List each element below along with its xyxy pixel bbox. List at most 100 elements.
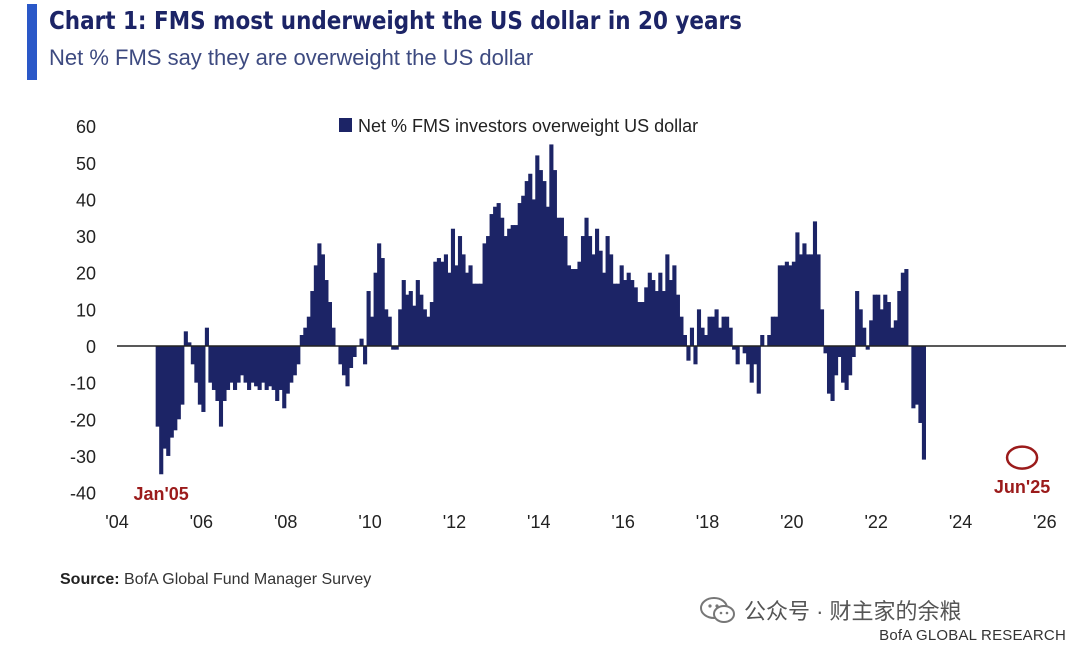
bar (573, 269, 579, 346)
bar (855, 291, 860, 346)
bar (345, 346, 350, 387)
bar (415, 280, 420, 346)
bar (876, 294, 881, 346)
bar (289, 346, 294, 383)
bar (890, 327, 895, 346)
bar (696, 309, 702, 346)
bar (900, 272, 905, 346)
bar (408, 291, 413, 346)
bar (429, 302, 434, 346)
watermark-text: 公众号 · 财主家的余粮 (744, 599, 962, 624)
bar (320, 254, 325, 347)
bar (918, 346, 923, 423)
bar (486, 236, 491, 346)
bar (201, 346, 206, 412)
bar (665, 254, 670, 347)
bar (644, 287, 649, 346)
bar (331, 327, 336, 346)
annotation-label-jun25: Jun'25 (994, 477, 1050, 497)
y-tick-label: 10 (76, 300, 96, 320)
bar (623, 280, 628, 346)
bar (735, 346, 740, 365)
x-tick-label: '12 (443, 512, 466, 532)
bar (647, 272, 652, 346)
bar (162, 346, 167, 449)
y-tick-label: 30 (76, 227, 96, 247)
bar (197, 346, 202, 405)
bar (215, 346, 220, 401)
footer-brand: BofA GLOBAL RESEARCH (879, 627, 1066, 644)
bar (405, 294, 410, 346)
bar (865, 346, 870, 350)
x-axis: '04 '06 '08 '10 '12 '14 '16 '18 '20 '22 '24 '26 (105, 512, 1056, 532)
bar (401, 280, 406, 346)
bar (816, 254, 821, 347)
bar (869, 320, 874, 346)
bar (563, 236, 568, 346)
bar (911, 346, 916, 409)
bar (830, 346, 835, 401)
bar (496, 203, 501, 346)
bar (359, 338, 364, 346)
bar (879, 309, 884, 346)
bar (176, 346, 181, 420)
bar (784, 261, 789, 346)
bar (591, 254, 596, 347)
bar (208, 346, 213, 383)
bar (299, 335, 304, 346)
bar (718, 327, 723, 346)
bar (767, 335, 772, 346)
bar (862, 327, 867, 346)
bar (689, 327, 695, 346)
bar (303, 327, 308, 346)
bar (391, 346, 396, 350)
bar (795, 232, 800, 346)
title-accent-bar (27, 4, 37, 80)
bar (605, 236, 610, 346)
x-tick-label: '10 (358, 512, 381, 532)
bar (577, 261, 582, 346)
bar (457, 236, 463, 346)
bar (679, 316, 684, 346)
bar (749, 346, 754, 383)
bar (313, 265, 318, 346)
bar (837, 346, 842, 357)
bar (296, 346, 301, 365)
bar (742, 346, 747, 354)
bar (732, 346, 737, 350)
y-tick-label: 40 (76, 190, 96, 210)
bar (626, 272, 631, 346)
x-tick-label: '26 (1033, 512, 1056, 532)
bar (826, 346, 832, 394)
bar (394, 346, 399, 350)
y-tick-label: 20 (76, 264, 96, 284)
bar (232, 346, 238, 390)
bar (373, 272, 378, 346)
bar (324, 280, 329, 346)
y-tick-label: 50 (76, 154, 96, 174)
chart-subtitle: Net % FMS say they are overweight the US… (49, 45, 534, 70)
bar (545, 206, 550, 346)
bar (812, 221, 818, 346)
bar (654, 291, 659, 346)
bar (370, 316, 375, 346)
bar (682, 335, 687, 346)
bar (461, 254, 466, 347)
bar (500, 217, 505, 346)
bar (728, 327, 733, 346)
bar (633, 287, 638, 346)
bar (243, 346, 248, 383)
bar (693, 346, 698, 365)
bar (159, 346, 164, 475)
bar (261, 346, 266, 383)
bar (377, 243, 382, 346)
bar (278, 346, 283, 390)
bar (173, 346, 178, 431)
bar (275, 346, 280, 401)
bar (570, 269, 575, 346)
bar (240, 346, 245, 376)
bar (686, 346, 691, 361)
bar (479, 283, 484, 346)
bar (703, 335, 709, 346)
bar (542, 181, 547, 346)
